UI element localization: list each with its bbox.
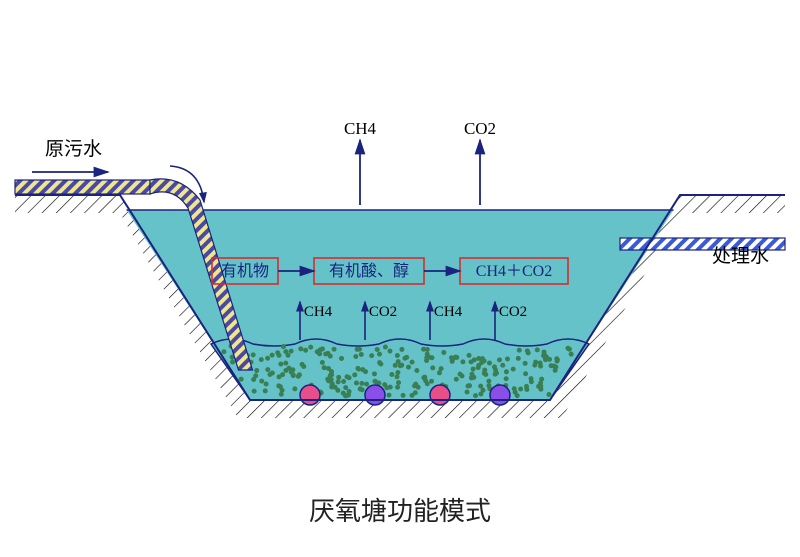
inlet-label: 原污水 [45,138,102,160]
process-box-label-acid: 有机酸、醇 [329,262,409,280]
inlet-pipe-horizontal [15,180,150,194]
sludge-ball-3 [490,385,510,405]
diagram-title: 厌氧塘功能模式 [309,497,491,526]
mid-gas-label-0: CH4 [304,304,333,320]
anaerobic-pond-diagram: 原污水处理水 CH4 CO2 有机物 有机酸、醇 CH4＋CO2 CH4 CO2 CH4 CO2 厌… [0,0,800,557]
sludge-ball-2 [430,385,450,405]
mid-gas-label-1: CO2 [369,304,397,320]
process-box-label-product: CH4＋CO2 [476,263,552,280]
top-gas-label-1: CO2 [464,119,496,138]
mid-gas-label-2: CH4 [434,304,463,320]
sludge-ball-0 [300,385,320,405]
outlet-label: 处理水 [712,245,769,267]
top-gas-label-0: CH4 [344,119,377,138]
process-box-label-organic: 有机物 [221,262,269,280]
sludge-ball-1 [365,385,385,405]
mid-gas-label-3: CO2 [499,304,527,320]
